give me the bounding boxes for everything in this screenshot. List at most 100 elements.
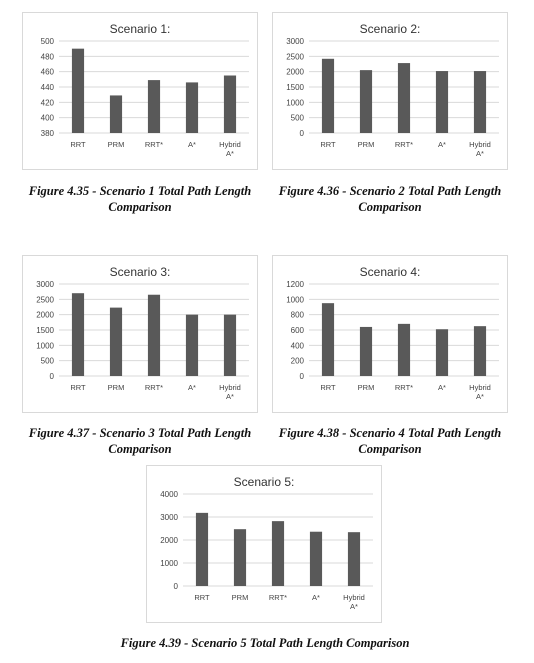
- bar-a: [435, 329, 449, 376]
- bar-chart-scenario-4: Scenario 4: 0 200 400 600 800 1000 1200 RRT PRM RR…: [286, 265, 499, 401]
- y-tick-label: 460: [41, 68, 55, 77]
- bar-prm: [359, 70, 373, 133]
- y-tick-label: 500: [41, 357, 55, 366]
- bar-rrt: [71, 48, 85, 133]
- figure-caption-4-38: Figure 4.38 - Scenario 4 Total Path Leng…: [278, 426, 502, 456]
- y-tick-label: 400: [41, 114, 55, 123]
- bar-rrt: [271, 521, 285, 586]
- y-tick-label: 1500: [36, 326, 54, 335]
- y-tick-label: 2000: [36, 311, 54, 320]
- y-tick-label: 200: [291, 357, 305, 366]
- y-tick-label: 600: [291, 326, 305, 335]
- x-tick-label: RRT*: [145, 383, 163, 392]
- bar-a: [435, 71, 449, 133]
- y-tick-label: 1200: [286, 280, 304, 289]
- chart-panel-scenario-3: Scenario 3: 0 500 1000 1500 2000 2500 3000 RRT PR…: [22, 255, 258, 413]
- bar-rrt: [147, 80, 161, 133]
- y-tick-label: 2500: [36, 295, 54, 304]
- chart-panel-scenario-1: Scenario 1: 380 400 420 440 460 480 500 RRT PRM RR…: [22, 12, 258, 170]
- figure-caption-4-35: Figure 4.35 - Scenario 1 Total Path Leng…: [28, 184, 252, 214]
- bar-chart-scenario-5: Scenario 5: 0 1000 2000 3000 4000 RRT PRM RRT* A*…: [160, 475, 373, 611]
- x-tick-label: RRT: [194, 593, 210, 602]
- bar-hybrid-a: [473, 71, 487, 133]
- bar-hybrid-a: [223, 314, 237, 376]
- bar-rrt: [397, 323, 411, 376]
- x-tick-label: A*: [188, 140, 196, 149]
- x-tick-label: RRT: [70, 140, 86, 149]
- x-tick-label: RRT*: [395, 383, 413, 392]
- x-tick-label: Hybrid A*: [469, 383, 491, 401]
- bar-chart-scenario-1: Scenario 1: 380 400 420 440 460 480 500 RRT PRM RR…: [41, 22, 249, 158]
- y-tick-label: 4000: [160, 490, 178, 499]
- bar-rrt: [321, 303, 335, 376]
- y-tick-label: 0: [174, 582, 179, 591]
- bar-chart-scenario-3: Scenario 3: 0 500 1000 1500 2000 2500 3000 RRT PR…: [36, 265, 249, 401]
- y-tick-label: 380: [41, 129, 55, 138]
- y-tick-label: 500: [291, 114, 305, 123]
- y-tick-label: 0: [300, 129, 305, 138]
- y-tick-label: 2000: [286, 68, 304, 77]
- x-tick-label: A*: [188, 383, 196, 392]
- x-tick-label: Hybrid A*: [219, 383, 241, 401]
- chart-title: Scenario 4:: [360, 265, 421, 279]
- x-tick-label: A*: [438, 383, 446, 392]
- x-tick-label: Hybrid A*: [219, 140, 241, 158]
- x-tick-label: RRT*: [269, 593, 287, 602]
- y-tick-label: 1500: [286, 83, 304, 92]
- chart-panel-scenario-5: Scenario 5: 0 1000 2000 3000 4000 RRT PRM RRT* A*…: [146, 465, 382, 623]
- y-tick-label: 3000: [160, 513, 178, 522]
- chart-title: Scenario 1:: [110, 22, 171, 36]
- x-tick-label: PRM: [108, 140, 125, 149]
- chart-panel-scenario-4: Scenario 4: 0 200 400 600 800 1000 1200 RRT PRM RR…: [272, 255, 508, 413]
- y-tick-label: 400: [291, 341, 305, 350]
- y-tick-label: 1000: [286, 295, 304, 304]
- y-tick-label: 1000: [286, 98, 304, 107]
- y-tick-label: 3000: [286, 37, 304, 46]
- bar-a: [185, 82, 199, 133]
- x-tick-label: Hybrid A*: [469, 140, 491, 158]
- y-tick-label: 2000: [160, 536, 178, 545]
- bar-prm: [109, 307, 123, 376]
- y-tick-label: 480: [41, 52, 55, 61]
- bar-a: [309, 531, 323, 586]
- y-tick-label: 500: [41, 37, 55, 46]
- figure-caption-4-39: Figure 4.39 - Scenario 5 Total Path Leng…: [120, 636, 410, 650]
- bar-a: [185, 314, 199, 376]
- y-tick-label: 3000: [36, 280, 54, 289]
- y-tick-label: 440: [41, 83, 55, 92]
- x-tick-label: PRM: [232, 593, 249, 602]
- x-tick-label: A*: [438, 140, 446, 149]
- y-tick-label: 800: [291, 311, 305, 320]
- y-tick-label: 1000: [36, 341, 54, 350]
- x-tick-label: RRT: [70, 383, 86, 392]
- x-tick-label: RRT: [320, 140, 336, 149]
- y-tick-label: 0: [50, 372, 55, 381]
- bar-hybrid-a: [347, 532, 361, 586]
- y-tick-label: 0: [300, 372, 305, 381]
- y-tick-label: 2500: [286, 52, 304, 61]
- chart-title: Scenario 2:: [360, 22, 421, 36]
- chart-title: Scenario 5:: [234, 475, 295, 489]
- bar-rrt: [195, 512, 209, 586]
- bar-rrt: [397, 63, 411, 133]
- bar-rrt: [321, 58, 335, 133]
- y-tick-label: 420: [41, 98, 55, 107]
- bar-chart-scenario-2: Scenario 2: 0 500 1000 1500 2000 2500 3000 RRT PR…: [286, 22, 499, 158]
- x-tick-label: PRM: [358, 383, 375, 392]
- chart-panel-scenario-2: Scenario 2: 0 500 1000 1500 2000 2500 3000 RRT PR…: [272, 12, 508, 170]
- bar-prm: [109, 95, 123, 133]
- figure-caption-4-36: Figure 4.36 - Scenario 2 Total Path Leng…: [278, 184, 502, 214]
- bar-prm: [359, 326, 373, 376]
- bar-rrt: [71, 293, 85, 376]
- x-tick-label: PRM: [108, 383, 125, 392]
- y-tick-label: 1000: [160, 559, 178, 568]
- x-tick-label: RRT: [320, 383, 336, 392]
- x-tick-label: PRM: [358, 140, 375, 149]
- bar-rrt: [147, 294, 161, 376]
- bar-hybrid-a: [473, 326, 487, 376]
- x-tick-label: RRT*: [395, 140, 413, 149]
- bar-hybrid-a: [223, 75, 237, 133]
- chart-title: Scenario 3:: [110, 265, 171, 279]
- x-tick-label: Hybrid A*: [343, 593, 365, 611]
- x-tick-label: RRT*: [145, 140, 163, 149]
